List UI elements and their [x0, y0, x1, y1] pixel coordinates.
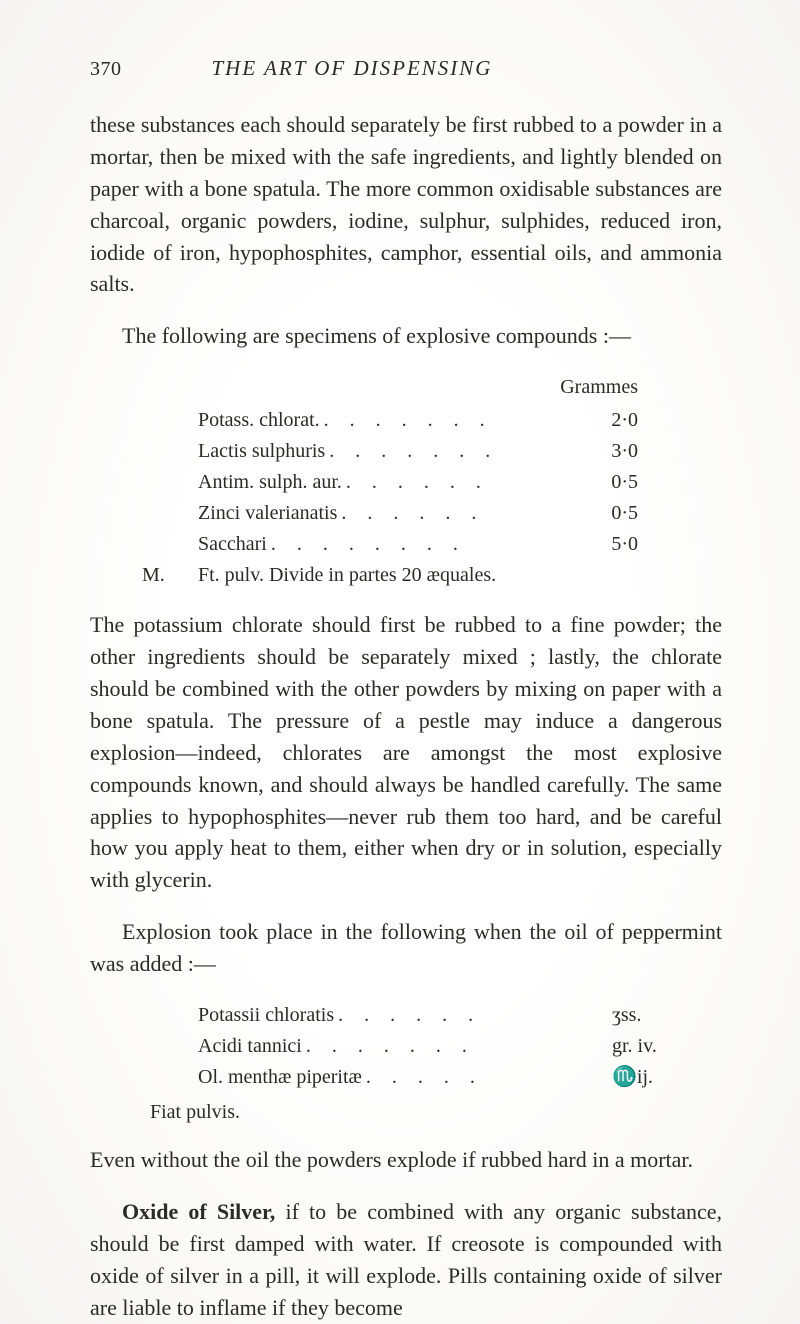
rx1-m: M.: [142, 560, 198, 591]
leader-dots: . . . . . .: [342, 467, 611, 498]
rx1-val: 3·0: [611, 436, 674, 467]
rx2-name: Acidi tannici: [198, 1031, 302, 1062]
leader-dots: . . . . . . .: [320, 405, 612, 436]
rx1-row: Lactis sulphuris . . . . . . . 3·0: [198, 436, 674, 467]
paragraph-1: these substances each should separately …: [90, 109, 722, 300]
rx1-val: 0·5: [611, 467, 674, 498]
rx2-val: ʒss.: [602, 1000, 682, 1031]
rx2-row: Potassii chloratis . . . . . . ʒss.: [198, 1000, 682, 1031]
leader-dots: . . . . . . .: [325, 436, 611, 467]
rx1-directions-line: M. Ft. pulv. Divide in partes 20 æquales…: [198, 560, 674, 591]
page-number: 370: [90, 58, 122, 81]
leader-dots: . . . . . .: [334, 1000, 602, 1031]
page-header: 370 THE ART OF DISPENSING: [90, 56, 722, 81]
paragraph-2b: Explosion took place in the following wh…: [90, 916, 722, 980]
rx1-name: Sacchari: [198, 529, 267, 560]
rx1-name: Zinci valerianatis: [198, 498, 337, 529]
running-title: THE ART OF DISPENSING: [212, 56, 493, 81]
paragraph-1b: The following are specimens of explosive…: [90, 320, 722, 352]
rx1-val: 2·0: [611, 405, 674, 436]
rx1-val: 5·0: [611, 529, 674, 560]
rx1-name: Lactis sulphuris: [198, 436, 325, 467]
rx2-val: gr. iv.: [602, 1031, 682, 1062]
rx2-row: Acidi tannici . . . . . . . gr. iv.: [198, 1031, 682, 1062]
leader-dots: . . . . . . .: [302, 1031, 602, 1062]
rx1-name: Antim. sulph. aur.: [198, 467, 342, 498]
rx1-directions: Ft. pulv. Divide in partes 20 æquales.: [198, 560, 496, 591]
rx1-row: Zinci valerianatis . . . . . . 0·5: [198, 498, 674, 529]
rx2-name: Potassii chloratis: [198, 1000, 334, 1031]
leader-dots: . . . . . .: [337, 498, 611, 529]
rx1-row: Sacchari . . . . . . . . 5·0: [198, 529, 674, 560]
paragraph-2: The potassium chlorate should first be r…: [90, 609, 722, 896]
rx1-row: Antim. sulph. aur. . . . . . . 0·5: [198, 467, 674, 498]
rx2-fiat: Fiat pulvis.: [150, 1097, 682, 1128]
rx2-name: Ol. menthæ piperitæ: [198, 1062, 362, 1093]
paragraph-3: Even without the oil the powders explode…: [90, 1144, 722, 1176]
rx1-unit-header: Grammes: [198, 372, 674, 403]
rx1-name: Potass. chlorat.: [198, 405, 320, 436]
section-head-oxide: Oxide of Silver,: [122, 1199, 275, 1224]
leader-dots: . . . . .: [362, 1062, 602, 1093]
prescription-block-2: Potassii chloratis . . . . . . ʒss. Acid…: [198, 1000, 682, 1128]
rx2-row: Ol. menthæ piperitæ . . . . . ♏ij.: [198, 1062, 682, 1093]
rx2-val: ♏ij.: [602, 1062, 682, 1093]
rx1-val: 0·5: [611, 498, 674, 529]
paragraph-4-wrap: Oxide of Silver, if to be combined with …: [90, 1196, 722, 1324]
book-page: 370 THE ART OF DISPENSING these substanc…: [0, 0, 800, 1324]
prescription-block-1: Grammes Potass. chlorat. . . . . . . . 2…: [198, 372, 674, 591]
rx1-row: Potass. chlorat. . . . . . . . 2·0: [198, 405, 674, 436]
leader-dots: . . . . . . . .: [267, 529, 611, 560]
